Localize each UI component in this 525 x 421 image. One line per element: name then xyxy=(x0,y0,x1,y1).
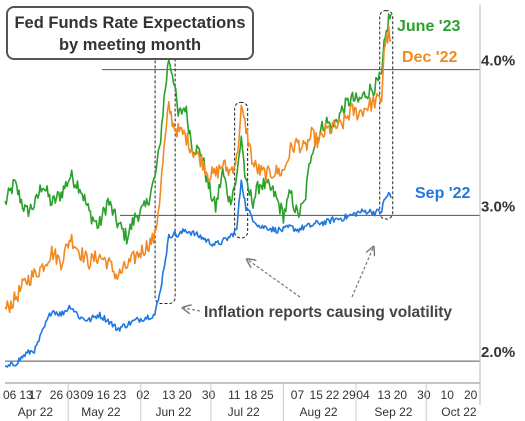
x-tick-label: 10 xyxy=(441,388,455,402)
x-tick-label: 20 xyxy=(464,388,478,402)
annotation-arrow-1 xyxy=(248,260,301,298)
x-tick-label: 18 xyxy=(244,388,258,402)
x-tick-label: 17 xyxy=(29,388,43,402)
x-month-label: Aug 22 xyxy=(300,405,338,419)
x-month-label: Jul 22 xyxy=(228,405,260,419)
x-tick-label: 06 xyxy=(3,388,17,402)
x-tick-label: 04 xyxy=(356,388,370,402)
series-label: Dec '22 xyxy=(402,49,458,66)
x-month-label: Sep 22 xyxy=(374,405,412,419)
x-tick-label: 13 xyxy=(19,388,33,402)
y-tick-label: 4.0% xyxy=(481,53,515,70)
series-line-0 xyxy=(4,13,392,245)
x-tick-label: 03 xyxy=(66,388,80,402)
x-tick-label: 11 xyxy=(228,388,241,402)
x-tick-label: 15 xyxy=(310,388,324,402)
x-tick-label: 25 xyxy=(260,388,274,402)
x-tick-label: 23 xyxy=(113,388,127,402)
chart-title-box: Fed Funds Rate Expectations by meeting m… xyxy=(6,6,254,60)
annotation-arrow-0 xyxy=(184,308,201,311)
x-tick-label: 13 xyxy=(162,388,176,402)
x-tick-label: 13 xyxy=(377,388,391,402)
series-line-1 xyxy=(4,25,392,314)
y-tick-label: 3.0% xyxy=(481,198,515,215)
x-tick-label: 20 xyxy=(178,388,192,402)
x-tick-label: 30 xyxy=(202,388,216,402)
x-tick-label: 22 xyxy=(326,388,340,402)
x-tick-label: 26 xyxy=(50,388,64,402)
x-tick-label: 02 xyxy=(136,388,150,402)
x-month-label: Apr 22 xyxy=(18,405,54,419)
y-tick-label: 2.0% xyxy=(481,344,515,361)
x-tick-label: 07 xyxy=(291,388,305,402)
x-tick-label: 09 xyxy=(80,388,94,402)
chart-subtitle: by meeting month xyxy=(58,36,202,54)
annotation-text: Inflation reports causing volatility xyxy=(204,304,452,321)
x-month-label: Jun 22 xyxy=(155,405,191,419)
annotation-arrow-2 xyxy=(351,248,373,298)
x-tick-label: 30 xyxy=(417,388,431,402)
x-month-label: May 22 xyxy=(81,405,121,419)
chart-title: Fed Funds Rate Expectations xyxy=(14,14,246,32)
x-tick-label: 29 xyxy=(342,388,356,402)
x-tick-label: 20 xyxy=(394,388,408,402)
series-label: Sep '22 xyxy=(415,185,470,202)
highlight-box-2 xyxy=(379,10,394,220)
x-tick-label: 16 xyxy=(97,388,111,402)
series-label: June '23 xyxy=(397,18,460,35)
x-month-label: Oct 22 xyxy=(441,405,477,419)
series-line-2 xyxy=(4,179,392,368)
highlight-box-1 xyxy=(234,101,249,239)
